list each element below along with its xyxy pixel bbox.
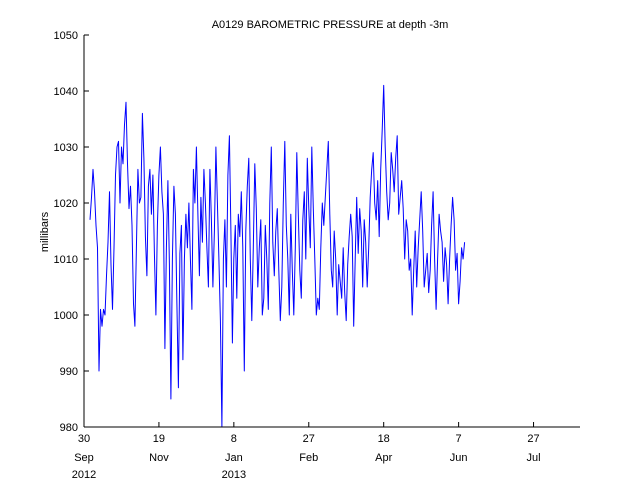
x-tick-month-label: Nov	[149, 452, 169, 464]
x-tick-day-label: 18	[378, 433, 390, 445]
y-tick-label: 1050	[54, 30, 78, 42]
x-tick-day-label: 7	[456, 433, 462, 445]
x-tick-year-label: 2012	[72, 469, 96, 480]
x-tick-month-label: Jul	[527, 452, 541, 464]
x-tick-day-label: 19	[153, 433, 165, 445]
x-tick-day-label: 27	[303, 433, 315, 445]
x-tick-day-label: 30	[78, 433, 90, 445]
x-tick-month-label: Jun	[450, 452, 468, 464]
y-tick-label: 1000	[54, 310, 78, 322]
y-tick-label: 980	[60, 422, 78, 434]
pressure-series-line	[89, 84, 466, 428]
y-tick-label: 1020	[54, 198, 78, 210]
x-tick-year-label: 2013	[222, 469, 246, 480]
x-tick-month-label: Apr	[375, 452, 392, 464]
y-tick-label: 990	[60, 366, 78, 378]
y-tick-label: 1040	[54, 86, 78, 98]
x-tick-day-label: 8	[231, 433, 237, 445]
x-tick-month-label: Feb	[299, 452, 318, 464]
y-tick-label: 1010	[54, 254, 78, 266]
x-tick-day-label: 27	[527, 433, 539, 445]
x-axis-ticks: 30 Sep 2012 19 Nov 8 Jan 2013 27 Feb 18 Apr 7 Jun 27 Ju…	[72, 422, 541, 480]
x-tick-month-label: Jan	[225, 452, 243, 464]
y-axis-ticks: 980 990 1000 1010 1020 1030 1040 1050	[54, 30, 89, 434]
chart-title: A0129 BAROMETRIC PRESSURE at depth -3m	[212, 19, 449, 31]
y-axis-label: millibars	[39, 211, 51, 252]
plot-area	[89, 84, 466, 428]
y-tick-label: 1030	[54, 142, 78, 154]
x-tick-month-label: Sep	[74, 452, 94, 464]
